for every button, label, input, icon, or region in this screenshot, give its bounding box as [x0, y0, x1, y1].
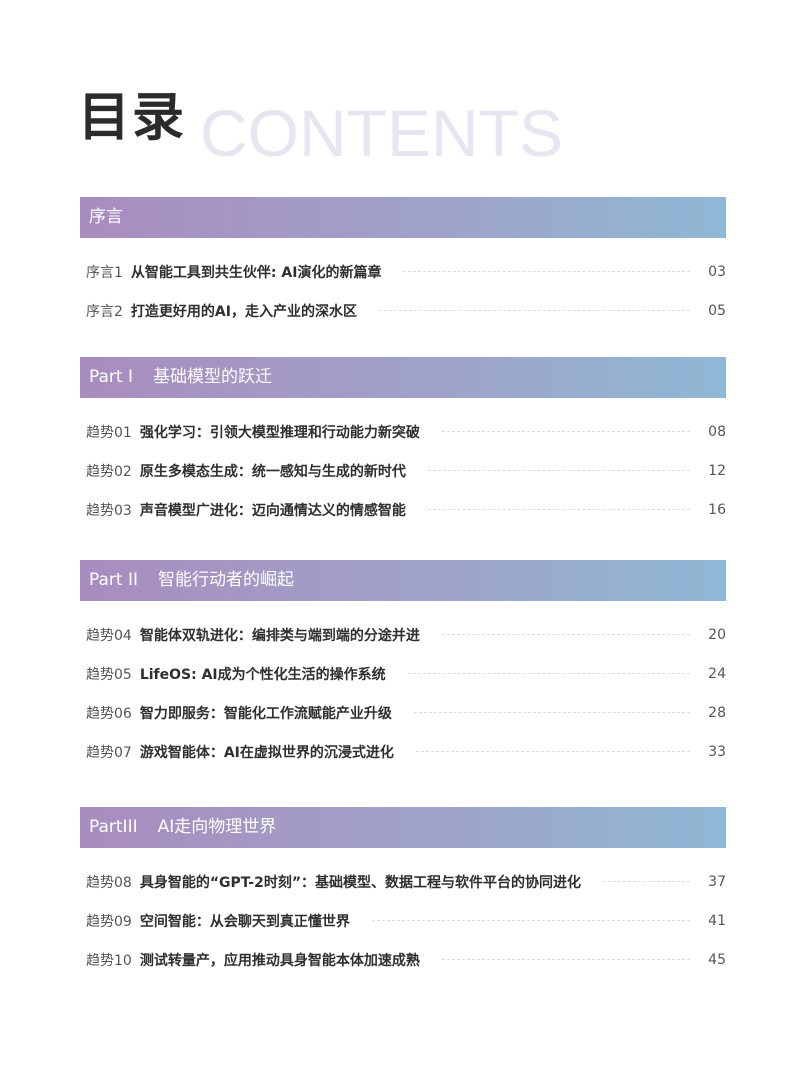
toc-entry[interactable]: 趋势05 LifeOS: AI成为个性化生活的操作系统 24: [80, 654, 726, 693]
toc-entry[interactable]: 趋势06 智力即服务：智能化工作流赋能产业升级 28: [80, 693, 726, 732]
entry-label: 序言2: [86, 303, 123, 320]
entry-page: 08: [708, 423, 726, 440]
toc-entry[interactable]: 趋势03 声音模型广进化：迈向通情达义的情感智能 16: [80, 490, 726, 529]
entry-label: 趋势02: [86, 463, 132, 480]
entry-label: 趋势03: [86, 502, 132, 519]
toc-entry[interactable]: 趋势04 智能体双轨进化：编排类与端到端的分途并进 20: [80, 615, 726, 654]
entry-page: 03: [708, 263, 726, 280]
entry-page: 41: [708, 912, 726, 929]
section-name: 智能行动者的崛起: [158, 570, 294, 590]
entry-label: 趋势05: [86, 666, 132, 683]
entry-page: 16: [708, 501, 726, 518]
toc-section: 序言 序言1 从智能工具到共生伙伴: AI演化的新篇章 03 序言2 打造更好用…: [80, 197, 726, 330]
section-name: 基础模型的跃迁: [152, 367, 272, 387]
entry-label: 趋势09: [86, 913, 132, 930]
entry-title: 打造更好用的AI，走入产业的深水区: [130, 303, 357, 320]
toc-section: PartIII AI走向物理世界 趋势08 具身智能的“GPT-2时刻”：基础模型…: [80, 807, 726, 979]
dotted-leader: [603, 881, 690, 882]
section-header[interactable]: PartIII AI走向物理世界: [80, 807, 726, 848]
entry-title: 声音模型广进化：迈向通情达义的情感智能: [139, 502, 406, 519]
dotted-leader: [403, 271, 690, 272]
dotted-leader: [427, 470, 690, 471]
section-header[interactable]: Part I 基础模型的跃迁: [80, 357, 726, 398]
entry-label: 序言1: [86, 264, 123, 281]
section-header[interactable]: 序言: [80, 197, 726, 238]
entry-title: 测试转量产，应用推动具身智能本体加速成熟: [139, 952, 420, 969]
dotted-leader: [441, 959, 690, 960]
section-name: AI走向物理世界: [157, 817, 277, 837]
title-watermark: CONTENTS: [200, 96, 564, 170]
entry-page: 24: [708, 665, 726, 682]
toc-entry[interactable]: 趋势10 测试转量产，应用推动具身智能本体加速成熟 45: [80, 940, 726, 979]
dotted-leader: [415, 751, 690, 752]
entry-page: 20: [708, 626, 726, 643]
toc-section: Part I 基础模型的跃迁 趋势01 强化学习：引领大模型推理和行动能力新突破 …: [80, 357, 726, 529]
entry-label: 趋势04: [86, 627, 132, 644]
entry-title: 原生多模态生成：统一感知与生成的新时代: [139, 463, 406, 480]
title-text: 目录: [78, 88, 187, 148]
toc-entry[interactable]: 趋势07 游戏智能体：AI在虚拟世界的沉浸式进化 33: [80, 732, 726, 771]
entry-page: 05: [708, 302, 726, 319]
toc-entry[interactable]: 序言2 打造更好用的AI，走入产业的深水区 05: [80, 291, 726, 330]
entry-title: LifeOS: AI成为个性化生活的操作系统: [139, 666, 386, 683]
section-name: 序言: [89, 207, 123, 227]
dotted-leader: [413, 712, 690, 713]
entry-title: 智力即服务：智能化工作流赋能产业升级: [139, 705, 392, 722]
toc-entry[interactable]: 趋势08 具身智能的“GPT-2时刻”：基础模型、数据工程与软件平台的协同进化 …: [80, 862, 726, 901]
entry-page: 28: [708, 704, 726, 721]
entry-label: 趋势06: [86, 705, 132, 722]
toc-entry[interactable]: 趋势01 强化学习：引领大模型推理和行动能力新突破 08: [80, 412, 726, 451]
section-part: PartIII: [89, 817, 138, 837]
entry-label: 趋势01: [86, 424, 132, 441]
entry-title: 智能体双轨进化：编排类与端到端的分途并进: [139, 627, 420, 644]
dotted-leader: [378, 310, 690, 311]
dotted-leader: [407, 673, 690, 674]
page-title: 目录 CONTENTS: [78, 88, 563, 166]
section-part: Part II: [89, 570, 138, 590]
entry-title: 空间智能：从会聊天到真正懂世界: [139, 913, 350, 930]
toc-section: Part II 智能行动者的崛起 趋势04 智能体双轨进化：编排类与端到端的分途并…: [80, 560, 726, 771]
dotted-leader: [427, 509, 690, 510]
entry-page: 37: [708, 873, 726, 890]
entry-label: 趋势08: [86, 874, 132, 891]
entry-label: 趋势10: [86, 952, 132, 969]
entry-page: 12: [708, 462, 726, 479]
entry-page: 45: [708, 951, 726, 968]
toc-entry[interactable]: 序言1 从智能工具到共生伙伴: AI演化的新篇章 03: [80, 252, 726, 291]
entry-title: 游戏智能体：AI在虚拟世界的沉浸式进化: [139, 744, 394, 761]
dotted-leader: [441, 431, 690, 432]
dotted-leader: [441, 634, 690, 635]
entry-page: 33: [708, 743, 726, 760]
dotted-leader: [371, 920, 690, 921]
entry-label: 趋势07: [86, 744, 132, 761]
section-part: Part I: [89, 367, 133, 387]
entry-title: 强化学习：引领大模型推理和行动能力新突破: [139, 424, 420, 441]
entry-title: 具身智能的“GPT-2时刻”：基础模型、数据工程与软件平台的协同进化: [139, 874, 582, 891]
section-header[interactable]: Part II 智能行动者的崛起: [80, 560, 726, 601]
toc-entry[interactable]: 趋势02 原生多模态生成：统一感知与生成的新时代 12: [80, 451, 726, 490]
entry-title: 从智能工具到共生伙伴: AI演化的新篇章: [130, 264, 382, 281]
toc-entry[interactable]: 趋势09 空间智能：从会聊天到真正懂世界 41: [80, 901, 726, 940]
